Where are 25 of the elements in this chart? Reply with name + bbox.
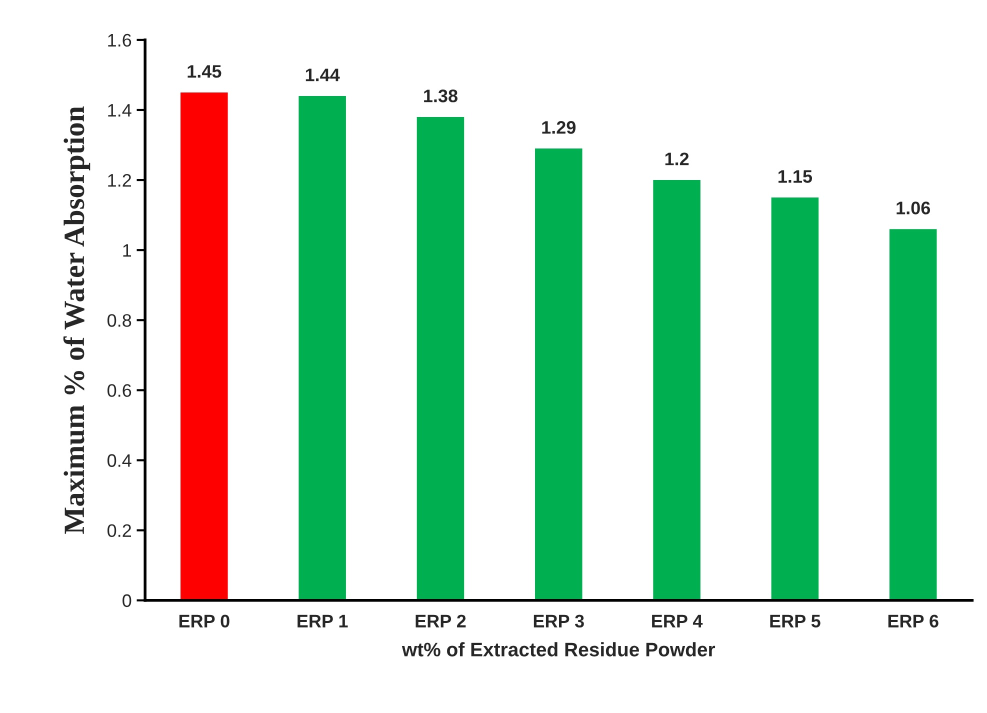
x-tick-label: ERP 5 <box>770 614 820 628</box>
y-tick-label: 0 <box>122 594 132 608</box>
x-tick-label: ERP 3 <box>534 614 584 628</box>
x-tick-label: ERP 2 <box>416 614 466 628</box>
data-label: 1.2 <box>665 152 689 166</box>
x-axis-title: wt% of Extracted Residue Powder <box>402 642 716 656</box>
data-label: 1.29 <box>542 121 576 134</box>
data-label: 1.45 <box>188 65 222 78</box>
y-tick-label: 0.4 <box>108 454 132 467</box>
y-tick-label: 1.6 <box>108 34 132 47</box>
data-label: 1.44 <box>306 68 340 82</box>
data-label: 1.06 <box>896 202 930 214</box>
y-tick-label: 0.2 <box>108 524 131 538</box>
y-tick-label: 1.4 <box>108 104 132 117</box>
y-tick-label: 0.6 <box>108 384 132 397</box>
data-label: 1.15 <box>778 170 812 183</box>
y-tick-label: 1.2 <box>108 174 131 187</box>
x-tick-label: ERP 1 <box>298 614 348 628</box>
x-tick-label: ERP 6 <box>888 614 938 628</box>
y-tick-label: 1 <box>123 244 132 257</box>
data-label: 1.38 <box>424 90 458 102</box>
y-tick-label: 0.8 <box>108 314 132 327</box>
x-tick-label: ERP 4 <box>652 614 703 628</box>
x-tick-label: ERP 0 <box>179 614 230 628</box>
y-axis-title: Maximum % of Water Absorption <box>63 106 90 534</box>
